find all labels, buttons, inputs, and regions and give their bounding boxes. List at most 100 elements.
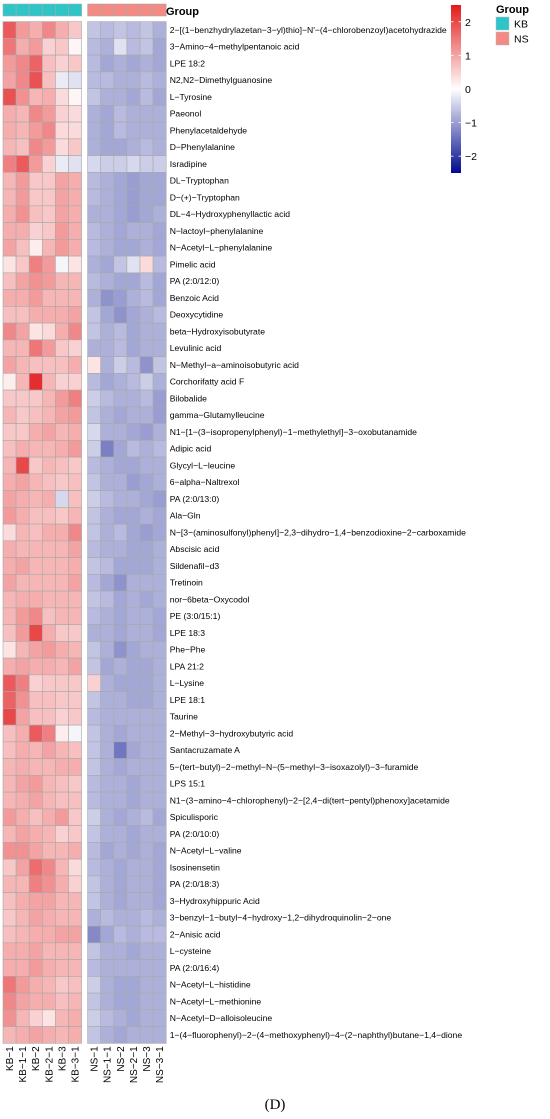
heatmap-cell	[100, 71, 115, 89]
colorbar: 2 1 0 −1 −2	[451, 5, 477, 173]
heatmap-cell	[2, 875, 17, 893]
heatmap-cell	[152, 255, 167, 274]
heatmap-cell	[28, 858, 43, 877]
heatmap-cell	[15, 507, 30, 525]
heatmap-cell	[113, 540, 128, 558]
heatmap-cell	[2, 523, 17, 542]
heatmap-cell	[139, 758, 154, 776]
heatmap-cell	[87, 406, 101, 424]
heatmap-cell	[87, 490, 101, 508]
heatmap-cell	[100, 624, 115, 642]
heatmap-cell	[55, 708, 69, 726]
heatmap-cell	[2, 255, 17, 274]
heatmap-cell	[87, 1009, 101, 1027]
heatmap-cell	[2, 590, 17, 609]
heatmap-cell	[87, 657, 101, 676]
heatmap-cell	[28, 88, 43, 106]
heatmap-cell	[2, 540, 17, 558]
heatmap-cell	[100, 322, 115, 341]
heatmap-cells	[2, 21, 167, 1044]
heatmap-cell	[2, 306, 17, 324]
heatmap-cell	[55, 272, 69, 290]
row-label: N−Acetyl−L−valine	[170, 846, 242, 856]
heatmap-cell	[126, 105, 141, 123]
heatmap-cell	[15, 775, 30, 793]
heatmap-cell	[41, 38, 56, 56]
heatmap-cell	[55, 373, 69, 391]
heatmap-cell	[2, 1026, 17, 1044]
heatmap-cell	[68, 657, 82, 676]
heatmap-cell	[100, 590, 115, 609]
heatmap-cell	[28, 456, 43, 475]
heatmap-cell	[113, 289, 128, 307]
heatmap-cell	[152, 1009, 167, 1027]
heatmap-cell	[87, 909, 101, 927]
heatmap-cell	[126, 657, 141, 676]
column-label: KB−3	[57, 1046, 68, 1071]
heatmap-cell	[100, 708, 115, 726]
heatmap-cell	[113, 758, 128, 776]
heatmap-cell	[15, 523, 30, 542]
group-annotation-cell	[28, 3, 43, 17]
column-label: KB−1−1	[18, 1046, 29, 1083]
heatmap-cell	[55, 674, 69, 692]
heatmap-cell	[68, 775, 82, 793]
panel-label: (D)	[265, 1097, 286, 1113]
heatmap-cell	[2, 423, 17, 441]
heatmap-cell	[55, 758, 69, 776]
heatmap-cell	[15, 574, 30, 592]
heatmap-cell	[113, 641, 128, 659]
heatmap-cell	[68, 858, 82, 877]
heatmap-cell	[87, 624, 101, 642]
row-label: 3−Amino−4−methylpentanoic acid	[170, 42, 300, 52]
heatmap-cell	[2, 88, 17, 106]
heatmap-cell	[55, 607, 69, 625]
heatmap-cell	[87, 440, 101, 458]
heatmap-cell	[152, 540, 167, 558]
heatmap-cell	[15, 389, 30, 408]
heatmap-cell	[126, 674, 141, 692]
heatmap-cell	[28, 992, 43, 1011]
heatmap-cell	[28, 389, 43, 408]
heatmap-cell	[55, 791, 69, 810]
heatmap-cell	[113, 1026, 128, 1044]
heatmap-cell	[87, 959, 101, 977]
heatmap-cell	[126, 875, 141, 893]
heatmap-cell	[87, 456, 101, 475]
heatmap-cell	[152, 942, 167, 960]
heatmap-cell	[15, 490, 30, 508]
heatmap-cell	[126, 791, 141, 810]
heatmap-cell	[41, 825, 56, 843]
heatmap-cell	[113, 691, 128, 709]
group-annotation-cell	[68, 3, 82, 17]
heatmap-cell	[28, 942, 43, 960]
heatmap-cell	[87, 557, 101, 575]
heatmap-cell	[126, 724, 141, 743]
heatmap-cell	[100, 741, 115, 759]
heatmap-cell	[113, 607, 128, 625]
heatmap-cell	[113, 155, 128, 173]
heatmap-cell	[28, 339, 43, 357]
heatmap-cell	[2, 657, 17, 676]
heatmap-cell	[87, 791, 101, 810]
heatmap-cell	[68, 708, 82, 726]
heatmap-cell	[68, 976, 82, 994]
heatmap-cell	[2, 1009, 17, 1027]
heatmap-cell	[55, 54, 69, 73]
heatmap-cell	[68, 38, 82, 56]
heatmap-cell	[87, 255, 101, 274]
heatmap-cell	[28, 724, 43, 743]
heatmap-cell	[126, 389, 141, 408]
heatmap-cell	[28, 842, 43, 860]
heatmap-cell	[28, 373, 43, 391]
heatmap-cell	[41, 188, 56, 207]
heatmap-cell	[100, 105, 115, 123]
row-label: Corchorifatty acid F	[170, 377, 245, 387]
heatmap-cell	[87, 808, 101, 826]
heatmap-cell	[41, 657, 56, 676]
heatmap-cell	[68, 574, 82, 592]
heatmap-cell	[126, 540, 141, 558]
heatmap-cell	[152, 339, 167, 357]
heatmap-cell	[2, 976, 17, 994]
heatmap-cell	[100, 892, 115, 910]
